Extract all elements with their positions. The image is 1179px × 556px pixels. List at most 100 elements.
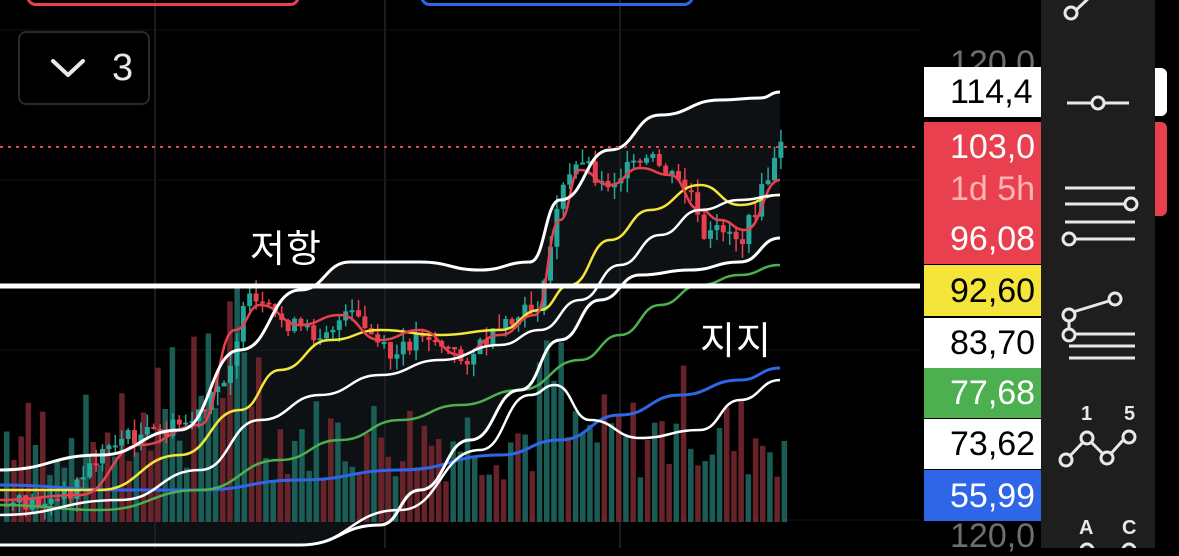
candle-body: [247, 293, 253, 307]
candle-body: [592, 161, 598, 183]
candle-body: [48, 498, 54, 504]
volume-bar: [616, 414, 622, 522]
candle-body: [375, 334, 381, 343]
trend-line-tool-icon[interactable]: [1041, 0, 1155, 30]
volume-bar: [673, 423, 680, 522]
price-tag-last-price: 103,0: [924, 122, 1044, 166]
candle-body: [266, 302, 272, 305]
volume-bar: [191, 336, 197, 522]
candle-body: [164, 429, 169, 436]
candle-body: [727, 231, 733, 234]
candle-body: [669, 171, 675, 175]
price-scale-edge-marker-white: [1155, 68, 1167, 116]
price-chart[interactable]: [0, 0, 920, 548]
candle-body: [688, 190, 694, 193]
candle-body: [522, 304, 528, 318]
volume-bar: [760, 445, 766, 522]
indicator-pill-blue[interactable]: [420, 0, 694, 6]
volume-bar: [205, 333, 212, 522]
volume-bar: [25, 402, 32, 522]
volume-bar: [666, 463, 672, 522]
volume-bar: [716, 428, 723, 522]
chevron-down-icon: [51, 59, 85, 77]
horizontal-ray-tool-icon[interactable]: [1041, 88, 1155, 118]
volume-bar: [299, 429, 305, 522]
volume-bar: [572, 411, 579, 522]
parallel-lines-tool-icon[interactable]: [1041, 180, 1155, 250]
volume-bar: [479, 475, 485, 522]
volume-bar: [400, 461, 406, 522]
candle-body: [317, 338, 323, 341]
volume-bar: [349, 466, 356, 522]
candle-body: [765, 180, 771, 185]
pattern-label-right: 5: [1124, 403, 1136, 425]
candle-body: [87, 463, 93, 478]
candle-body: [554, 208, 560, 247]
volume-bar: [176, 440, 183, 522]
volume-bar: [580, 432, 586, 522]
abcd-label-a: A: [1079, 517, 1094, 539]
volume-bar: [356, 474, 363, 522]
volume-bar: [220, 397, 226, 522]
volume-bar: [76, 477, 82, 522]
candle-body: [624, 161, 630, 179]
volume-bar: [738, 401, 744, 522]
candle-body: [42, 503, 48, 507]
price-tag-ma-red: 96,08: [924, 214, 1044, 264]
volume-bar: [421, 425, 428, 522]
pitchfork-tool-icon[interactable]: [1041, 288, 1155, 368]
price-tag-countdown: 1d 5h: [924, 166, 1044, 214]
candle-body: [221, 382, 227, 387]
candle-body: [720, 225, 726, 233]
candle-body: [125, 430, 131, 440]
volume-bar: [652, 422, 658, 522]
volume-bar: [558, 342, 564, 522]
candle-body: [132, 430, 137, 445]
candle-body: [234, 341, 240, 366]
candle-body: [445, 346, 451, 349]
volume-bar: [119, 393, 125, 522]
pattern-tool-icon[interactable]: [1041, 428, 1155, 468]
pattern-label-left: 1: [1081, 403, 1093, 425]
volume-bar: [162, 408, 168, 522]
price-tag-upper-band: 114,4: [924, 67, 1044, 117]
indicator-pill-red[interactable]: [26, 0, 300, 6]
candle-body: [151, 426, 157, 429]
volume-bar: [508, 442, 514, 522]
candle-body: [80, 477, 86, 480]
candle-body: [695, 192, 701, 215]
candle-body: [106, 445, 112, 450]
volume-bar: [364, 433, 370, 522]
candle-body: [381, 342, 387, 345]
volume-bar: [450, 441, 456, 522]
candle-body: [682, 179, 688, 191]
candle-body: [586, 161, 592, 164]
candle-body: [567, 174, 573, 185]
candle-body: [176, 419, 182, 425]
volume-bar: [731, 451, 737, 522]
volume-bar: [392, 476, 399, 522]
volume-bar: [4, 431, 10, 522]
volume-bar: [659, 421, 665, 522]
volume-bar: [47, 475, 53, 522]
volume-bar: [608, 423, 615, 522]
candle-body: [560, 184, 566, 209]
candle-body: [580, 162, 585, 165]
candle-body: [144, 426, 150, 435]
candle-body: [260, 301, 265, 304]
volume-bar: [594, 442, 600, 522]
abcd-label-c: C: [1122, 517, 1137, 539]
abcd-pattern-tool-icon[interactable]: [1041, 538, 1155, 548]
candle-body: [464, 361, 470, 365]
volume-bar: [630, 402, 636, 522]
candle-body: [330, 329, 336, 333]
price-tag-ma-white: 83,70: [924, 318, 1044, 368]
candle-body: [388, 342, 393, 359]
volume-bar: [54, 460, 60, 522]
candle-body: [29, 498, 35, 510]
volume-bar: [97, 464, 104, 522]
candle-body: [452, 347, 457, 350]
interval-selector[interactable]: 3: [18, 31, 150, 105]
candle-body: [509, 319, 515, 325]
candle-body: [349, 310, 355, 313]
